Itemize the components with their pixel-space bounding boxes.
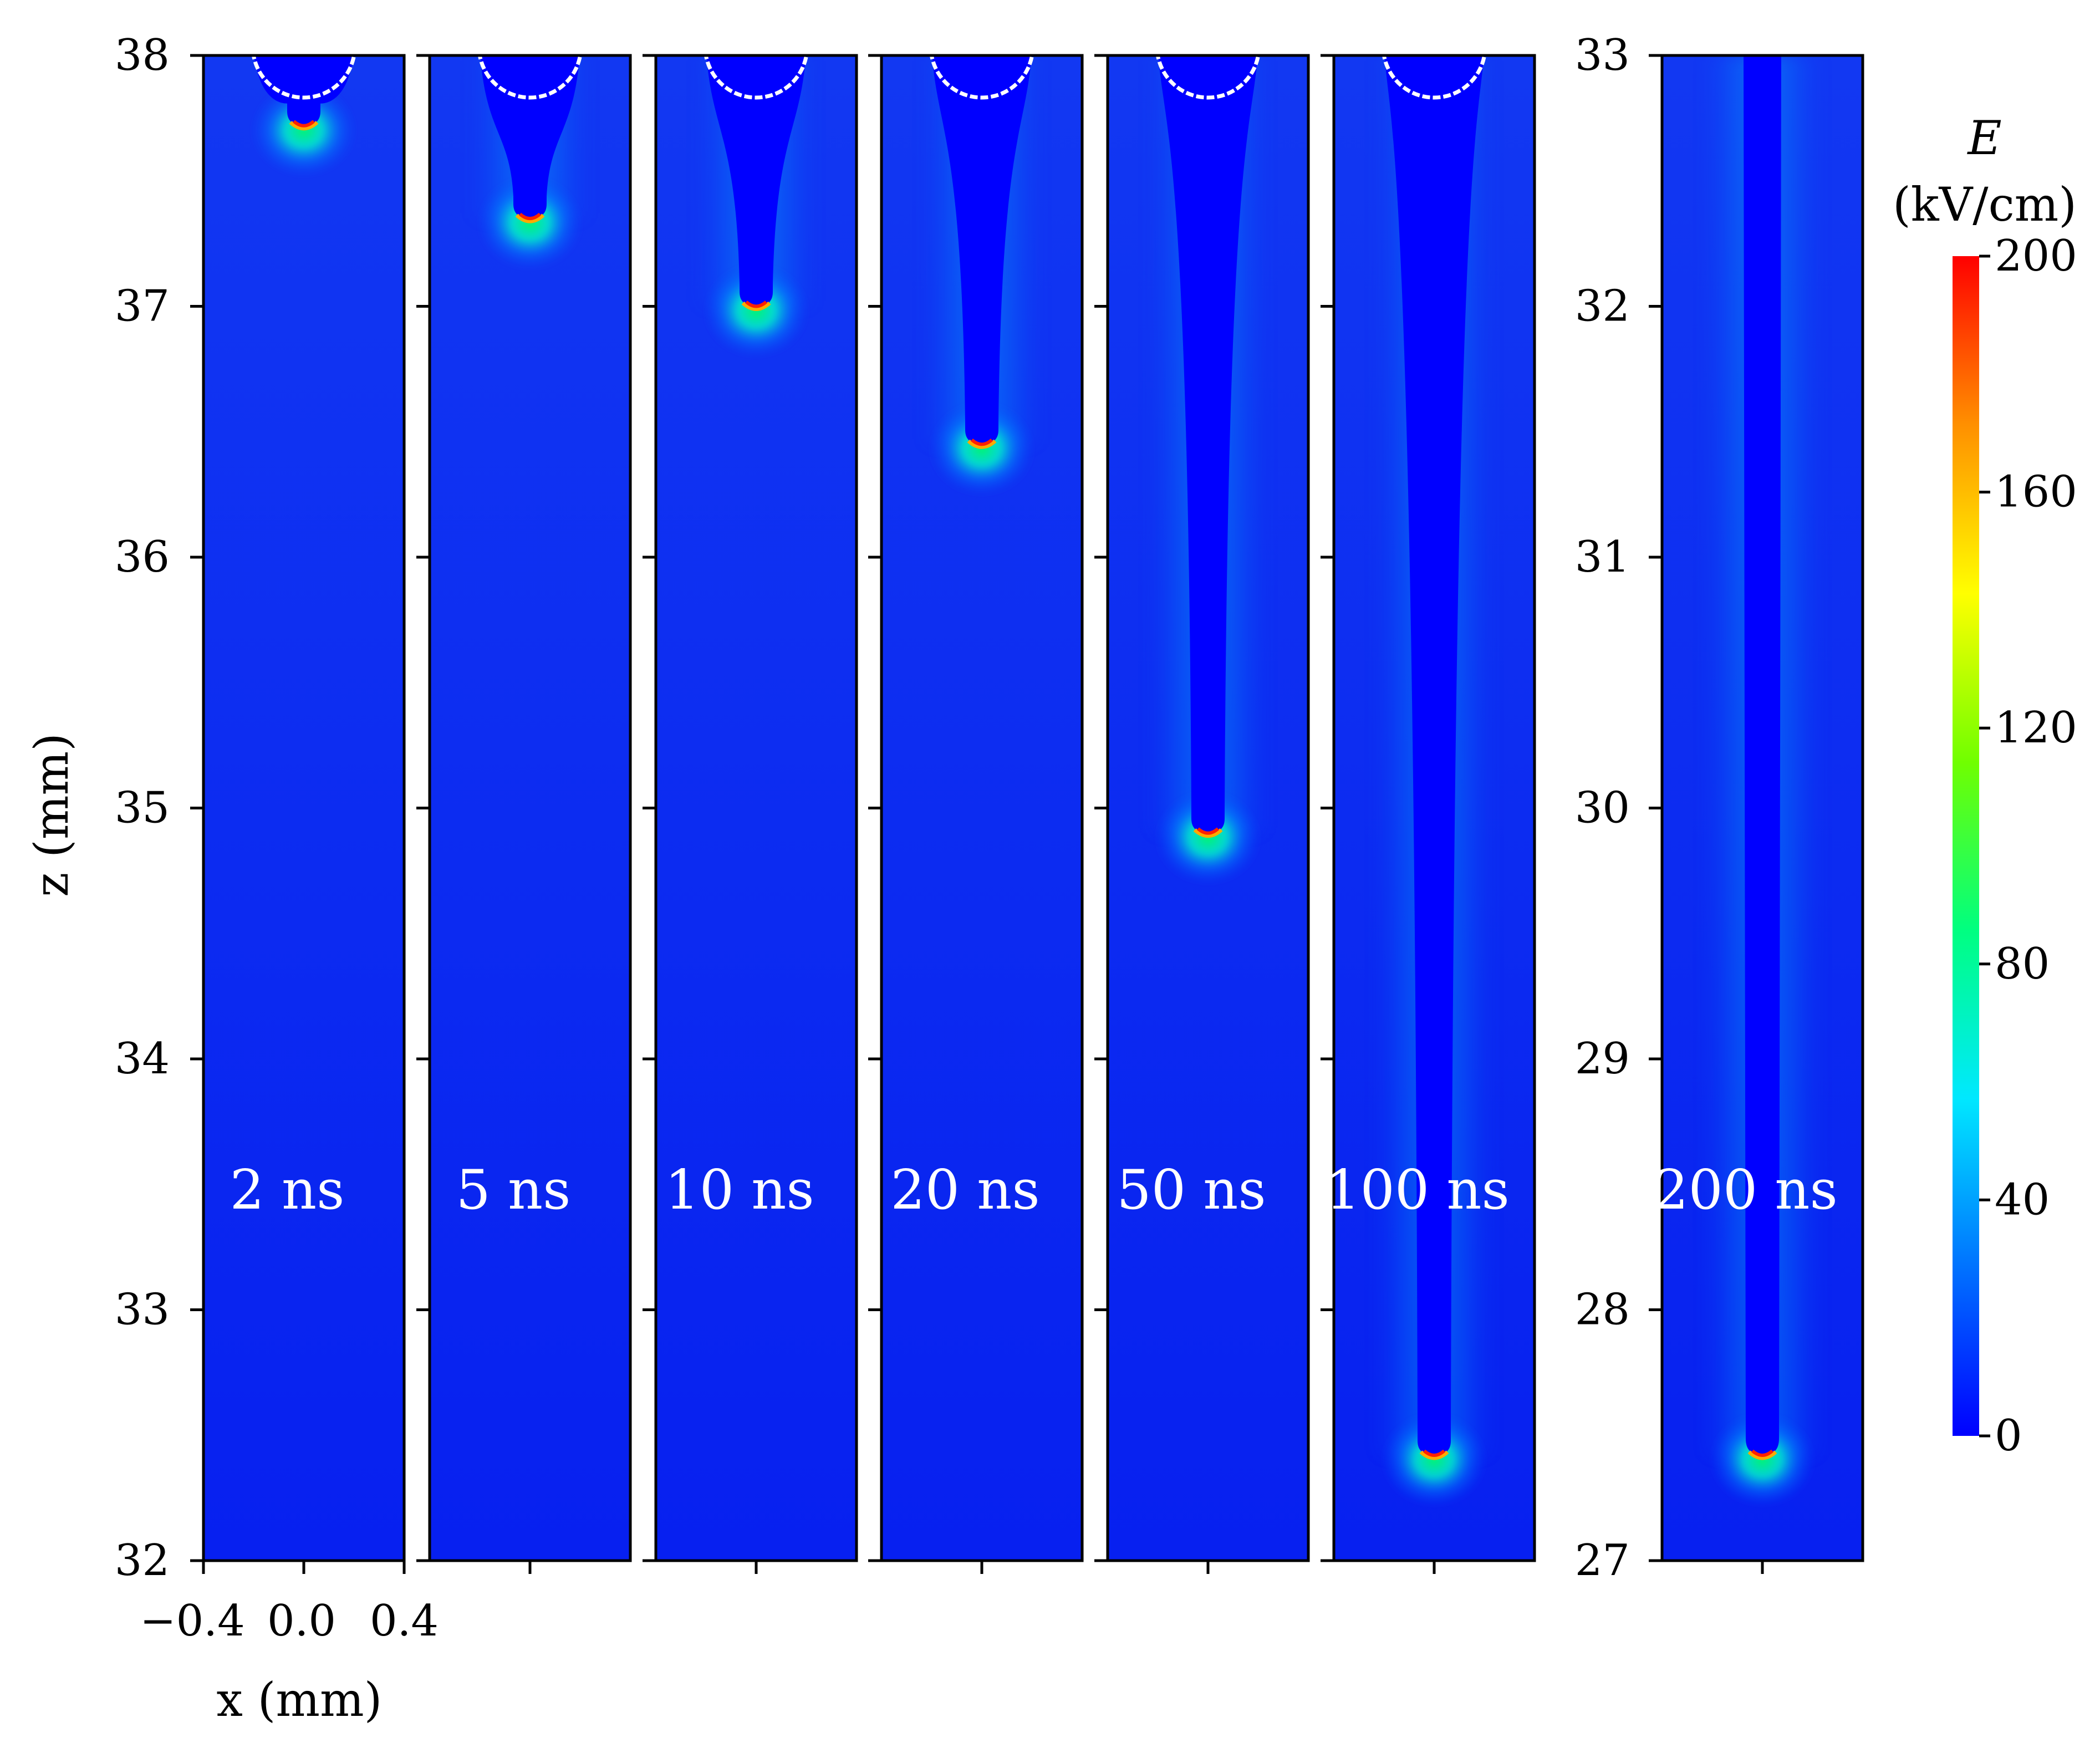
streamer-head-rim [1419,1450,1449,1460]
y-tick-label: 33 [115,1285,170,1335]
y-tick-label: 27 [1575,1536,1630,1586]
time-label: 5 ns [456,1159,571,1222]
streamer-head-rim [289,121,319,131]
panel-background [430,55,630,1561]
streamer-channel [1744,55,1781,1455]
streamer-head-tip [1751,1449,1773,1457]
streamer-channel [706,55,806,307]
colorbar-tick-label: 200 [1995,231,2077,281]
streamer-head-rim [515,213,545,223]
streamer-head-tip [293,120,315,128]
y-tick-label: 30 [1575,783,1630,833]
streamer-head-tip [1423,1449,1445,1457]
y-axis-label: z (mm) [24,733,79,897]
field-panel-5 [1334,55,1535,1561]
colorbar-title-symbol: E [1966,111,2001,165]
colorbar: 0 40 80 120 160 200 [1953,231,2077,1461]
electrode [929,55,1034,100]
field-panel-1 [430,55,630,1561]
y-tick-label: 32 [1575,282,1630,332]
streamer-head-tip [971,439,993,446]
field-panel-3 [881,55,1082,1561]
streamer-head-tip [1197,827,1219,835]
streamer-channel [1158,55,1258,833]
colorbar-tick-label: 40 [1995,1175,2050,1225]
streamer-channel [1384,55,1484,1455]
y-tick-label: 29 [1575,1034,1630,1084]
field-panel-4 [1108,55,1308,1561]
y-tick-label: 37 [115,282,170,332]
y-tick-label: 31 [1575,532,1630,582]
time-label: 2 ns [230,1159,345,1222]
colorbar-tick-label: 160 [1995,467,2077,517]
y-tick-label: 36 [115,532,170,582]
time-label: 20 ns [890,1159,1039,1222]
panel-background [203,55,404,1561]
streamer-head-rim [1747,1450,1777,1460]
time-label: 10 ns [665,1159,814,1222]
electrode [1382,55,1487,100]
y-tick-label: 32 [115,1536,170,1586]
panels: 2 ns 5 ns 10 ns 20 ns 50 ns 100 ns 200 ns [202,54,1864,1562]
ticks: 32 33 34 35 36 37 38 27 28 29 30 31 32 33 −0.4 0.0 0.4 [115,30,1764,1646]
y-tick-label: 38 [115,30,170,80]
field-panel-2 [656,55,857,1561]
electrode [1155,55,1261,100]
electrode [704,55,809,100]
streamer-head-tip [745,300,767,308]
y-tick-label: 33 [1575,30,1630,80]
colorbar-tick-label: 0 [1995,1411,2022,1461]
field-panel-0 [203,55,404,1561]
y-tick-label: 35 [115,783,170,833]
y-tick-label: 28 [1575,1285,1630,1335]
y-tick-label: 34 [115,1034,170,1084]
x-tick-label: 0.4 [370,1596,439,1646]
streamer-channel [480,55,580,219]
field-panel-6 [1662,55,1863,1561]
time-label: 200 ns [1654,1159,1838,1222]
streamer-head-rim [967,439,997,449]
electrode [477,55,583,100]
streamer-head-tip [519,212,541,221]
x-tick-label: 0.0 [267,1596,336,1646]
labels: z (mm) x (mm) E (kV/cm) [24,111,2077,1727]
colorbar-title-unit: (kV/cm) [1893,177,2077,232]
streamer-head-rim [741,301,771,311]
streamer-head-rim [1193,828,1223,838]
colorbar-tick-label: 120 [1995,703,2077,753]
electrode [251,55,356,100]
time-label: 100 ns [1326,1159,1510,1222]
x-tick-label: −0.4 [140,1596,244,1646]
colorbar-gradient [1953,256,1979,1436]
x-axis-label: x (mm) [217,1673,383,1727]
streamer-channel [932,55,1032,445]
time-label: 50 ns [1117,1159,1266,1222]
colorbar-tick-label: 80 [1995,939,2050,989]
